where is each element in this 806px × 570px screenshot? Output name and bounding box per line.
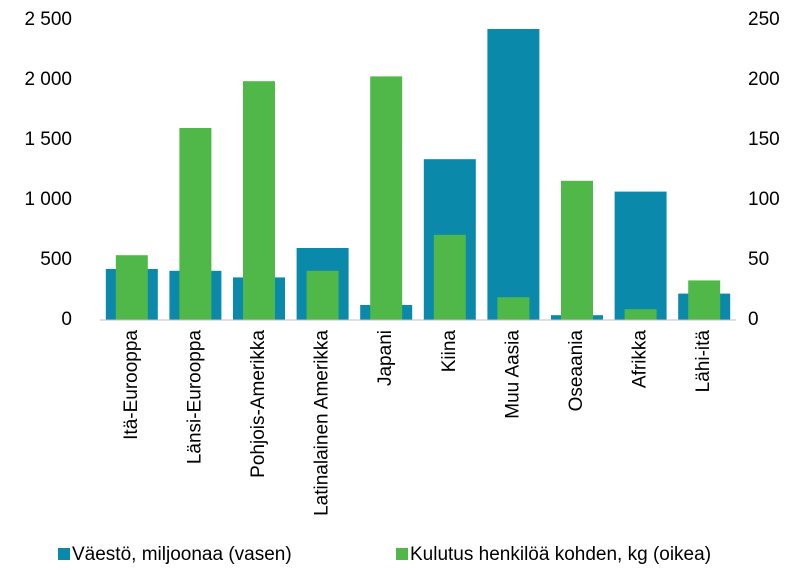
legend-swatch [396,548,408,560]
y-tick-label: 1 000 [24,189,72,210]
x-tick-label: Afrikka [630,330,651,389]
y2-tick-label: 50 [748,249,769,270]
y-tick-label: 0 [61,309,72,330]
y2-tick-label: 150 [748,129,780,150]
bar [561,180,593,320]
x-tick-label: Lähi-itä [693,330,714,393]
x-tick-label: Länsi-Eurooppa [184,330,205,465]
y2-tick-label: 0 [748,309,759,330]
y-tick-label: 2 500 [24,9,72,30]
legend-label: Kulutus henkilöä kohden, kg (oikea) [410,544,711,565]
bar [115,255,148,320]
bar [243,81,275,320]
legend-swatch [58,548,70,560]
bar [433,234,466,320]
bar [614,191,667,320]
y-tick-label: 2 000 [24,69,72,90]
y-tick-label: 500 [40,249,72,270]
x-tick-label: Oseaania [566,330,587,412]
x-tick-label: Pohjois-Amerikka [248,330,269,478]
x-tick-label: Itä-Eurooppa [121,330,142,440]
bar [688,280,721,320]
y2-tick-label: 250 [748,9,780,30]
y-tick-label: 1 500 [24,129,72,150]
bar [179,128,212,320]
x-tick-label: Muu Aasia [502,330,523,419]
y2-tick-label: 100 [748,189,780,210]
x-tick-label: Latinalainen Amerikka [312,330,333,516]
bar [497,297,530,320]
bar [306,270,339,320]
bar [487,29,540,320]
bar [370,76,403,321]
x-tick-label: Kiina [439,330,460,373]
y2-tick-label: 200 [748,69,780,90]
bar [624,309,657,320]
x-tick-label: Japani [375,330,396,386]
legend-label: Väestö, miljoonaa (vasen) [72,544,292,565]
